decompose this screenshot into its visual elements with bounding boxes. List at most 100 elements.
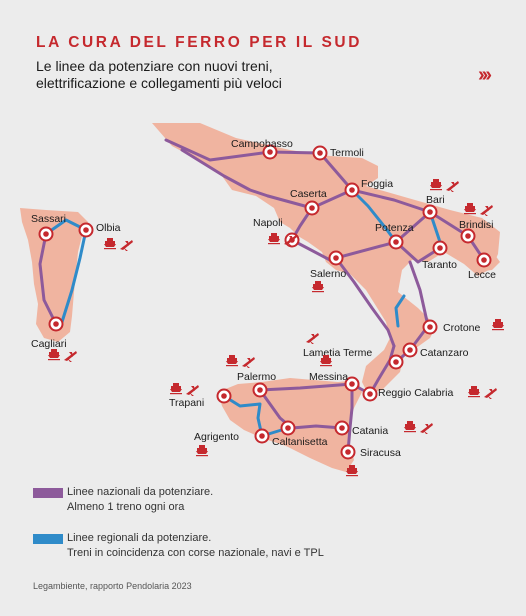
city-label-caserta: Caserta [290,188,327,200]
city-marker [252,382,268,398]
city-label-crotone: Crotone [443,322,481,334]
ferry-icon [430,179,442,191]
plane-icon [120,240,133,251]
city-marker [280,420,296,436]
city-marker [388,354,404,370]
regional-line [394,294,406,328]
city-label-campobasso: Campobasso [231,138,293,150]
ferry-icon [468,386,480,398]
ferry-icon [464,203,476,215]
legend-regional-desc: Treni in coincidenza con corse nazionale… [67,547,324,559]
city-marker [78,222,94,238]
city-marker [476,252,492,268]
national-line [180,148,270,198]
plane-icon [242,357,255,368]
city-marker [38,226,54,242]
city-marker [312,145,328,161]
ferry-icon [170,383,182,395]
city-label-potenza: Potenza [375,222,414,234]
sardinia [20,208,88,342]
city-label-bari: Bari [426,194,445,206]
plane-icon [64,351,77,362]
city-marker [344,376,360,392]
ferry-icon [320,355,332,367]
regional-line [60,228,88,324]
city-label-messina: Messina [309,371,348,383]
city-label-palermo: Palermo [237,371,276,383]
national-line [38,232,58,326]
city-marker [402,342,418,358]
city-label-olbia: Olbia [96,222,121,234]
city-label-cagliari: Cagliari [31,338,67,350]
city-label-catania: Catania [352,425,388,437]
city-marker [328,250,344,266]
city-marker [344,182,360,198]
national-line-swatch [33,488,63,498]
city-marker [388,234,404,250]
national-line [290,206,332,262]
city-marker [334,420,350,436]
city-marker [432,240,448,256]
city-label-napoli: Napoli [253,217,283,229]
city-marker [48,316,64,332]
subtitle-line-1: Le linee da potenziare con nuovi treni, [36,58,273,74]
city-marker [460,228,476,244]
city-labels: Campobasso Termoli Foggia Caserta Napoli… [31,138,496,459]
city-label-lametia-terme: Lametia Terme [303,347,372,359]
plane-icon [420,423,433,434]
source-note: Legambiente, rapporto Pendolaria 2023 [33,581,192,591]
legend-national-desc: Almeno 1 treno ogni ora [67,501,185,513]
city-label-lecce: Lecce [468,269,496,281]
city-label-foggia: Foggia [361,178,393,190]
city-label-caltanisetta: Caltanisetta [272,436,328,448]
ferry-icon [492,319,504,331]
plane-icon [284,235,297,246]
city-marker [262,144,278,160]
ferry-icon [346,465,358,477]
ferry-icon [226,355,238,367]
national-line [258,382,354,454]
legend-national-title: Linee nazionali da potenziare. [67,486,214,498]
ferry-icon [404,421,416,433]
national-line [368,344,396,396]
city-label-trapani: Trapani [169,397,204,409]
city-marker [340,444,356,460]
legend-regional-title: Linee regionali da potenziare. [67,532,212,544]
plane-icon [484,388,497,399]
city-label-reggio-calabria: Reggio Calabria [378,387,453,399]
city-marker [422,204,438,220]
chevron-right-icon: ››› [478,64,492,86]
city-label-sassari: Sassari [31,213,66,225]
legend-regional-text: Linee regionali da potenziare. Treni in … [67,531,387,561]
ferry-icon [48,349,60,361]
plane-icon [446,181,459,192]
national-line [408,260,430,328]
map-subtitle: Le linee da potenziare con nuovi treni, … [36,58,336,92]
ferry-icon [312,281,324,293]
regional-line-swatch [33,534,63,544]
city-label-agrigento: Agrigento [194,431,239,443]
plane-icon [480,205,493,216]
city-label-brindisi: Brindisi [459,219,493,231]
transport-icons [48,179,504,477]
national-rail-lines [38,138,486,454]
city-label-siracusa: Siracusa [360,447,401,459]
city-marker [362,386,378,402]
land-masses [20,123,500,472]
city-marker [304,200,320,216]
city-label-taranto: Taranto [422,259,457,271]
city-marker [216,388,232,404]
city-label-termoli: Termoli [330,147,364,159]
national-line [394,240,442,264]
city-marker [422,319,438,335]
city-marker [254,428,270,444]
ferry-icon [268,233,280,245]
subtitle-line-2: elettrificazione e collegamenti più velo… [36,75,282,91]
city-label-salerno: Salerno [310,268,346,280]
map-title: LA CURA DEL FERRO PER IL SUD [36,34,362,51]
regional-line [350,188,398,244]
ferry-icon [196,445,208,457]
regional-line [222,394,264,438]
city-markers [38,144,492,460]
